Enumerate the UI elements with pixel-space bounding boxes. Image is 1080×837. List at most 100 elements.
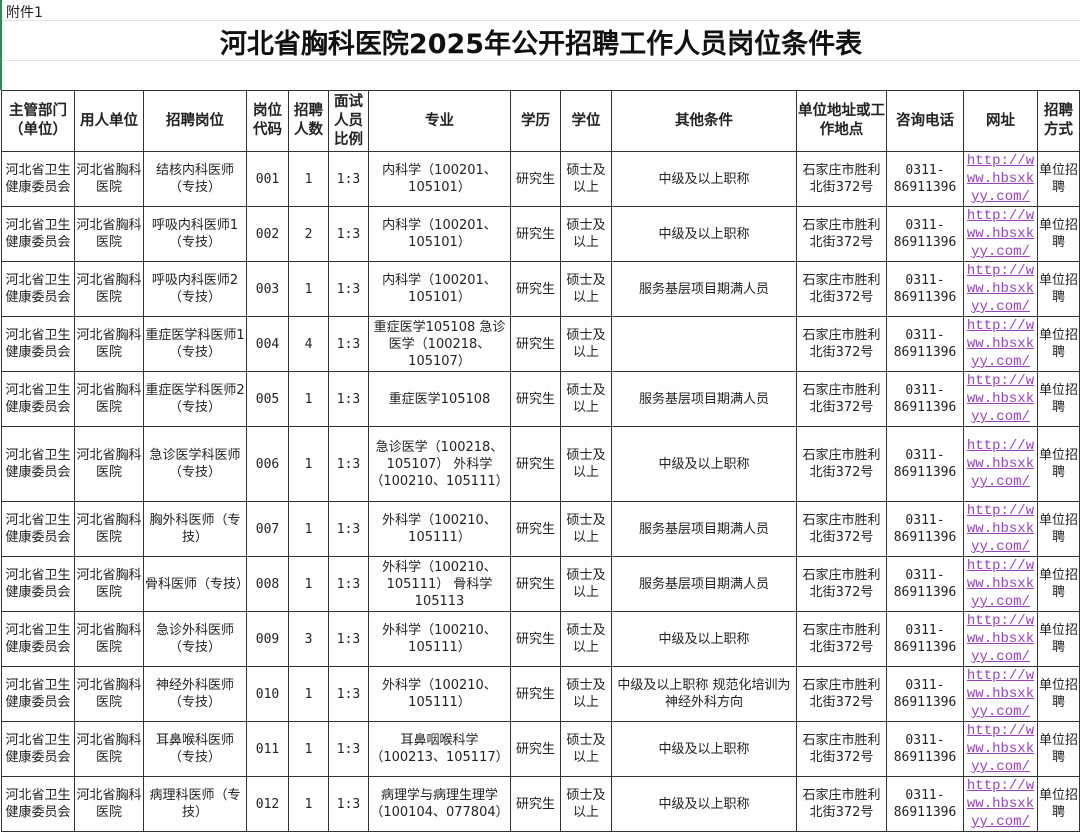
cell-dept[interactable]: 河北省卫生健康委员会 xyxy=(1,316,75,372)
cell-count[interactable]: 1 xyxy=(288,666,329,722)
cell-code[interactable]: 004 xyxy=(246,316,289,372)
cell-major[interactable]: 外科学（100210、105111） xyxy=(368,611,511,667)
cell-employer[interactable]: 河北省胸科医院 xyxy=(74,501,144,557)
cell-ratio[interactable]: 1:3 xyxy=(328,426,369,502)
cell-address[interactable]: 石家庄市胜利北街372号 xyxy=(796,316,887,372)
cell-code[interactable]: 003 xyxy=(246,261,289,317)
header-ratio[interactable]: 面试人员比例 xyxy=(328,90,369,152)
header-dept[interactable]: 主管部门（单位） xyxy=(1,90,75,152)
cell-phone[interactable]: 0311-86911396 xyxy=(886,666,964,722)
cell-major[interactable]: 重症医学105108 急诊医学（100218、105107） xyxy=(368,316,511,372)
cell-education[interactable]: 研究生 xyxy=(510,261,561,317)
cell-website[interactable]: http://www.hbsxkyy.com/ xyxy=(963,776,1038,832)
cell-method[interactable]: 单位招聘 xyxy=(1037,261,1080,317)
cell-address[interactable]: 石家庄市胜利北街372号 xyxy=(796,151,887,207)
annex-label[interactable]: 附件1 xyxy=(6,5,43,21)
cell-employer[interactable]: 河北省胸科医院 xyxy=(74,316,144,372)
cell-phone[interactable]: 0311-86911396 xyxy=(886,611,964,667)
cell-code[interactable]: 007 xyxy=(246,501,289,557)
cell-count[interactable]: 1 xyxy=(288,151,329,207)
cell-degree[interactable]: 硕士及以上 xyxy=(560,261,612,317)
cell-position[interactable]: 呼吸内科医师2（专技） xyxy=(143,261,247,317)
header-major[interactable]: 专业 xyxy=(368,90,511,152)
cell-code[interactable]: 009 xyxy=(246,611,289,667)
cell-phone[interactable]: 0311-86911396 xyxy=(886,261,964,317)
cell-address[interactable]: 石家庄市胜利北街372号 xyxy=(796,666,887,722)
cell-dept[interactable]: 河北省卫生健康委员会 xyxy=(1,426,75,502)
cell-method[interactable]: 单位招聘 xyxy=(1037,206,1080,262)
cell-address[interactable]: 石家庄市胜利北街372号 xyxy=(796,611,887,667)
cell-address[interactable]: 石家庄市胜利北街372号 xyxy=(796,501,887,557)
cell-dept[interactable]: 河北省卫生健康委员会 xyxy=(1,371,75,427)
header-count[interactable]: 招聘人数 xyxy=(288,90,329,152)
cell-count[interactable]: 1 xyxy=(288,556,329,612)
cell-dept[interactable]: 河北省卫生健康委员会 xyxy=(1,721,75,777)
cell-position[interactable]: 重症医学科医师2（专技） xyxy=(143,371,247,427)
cell-other[interactable]: 中级及以上职称 xyxy=(611,611,797,667)
cell-ratio[interactable]: 1:3 xyxy=(328,371,369,427)
cell-degree[interactable]: 硕士及以上 xyxy=(560,316,612,372)
cell-other[interactable]: 中级及以上职称 xyxy=(611,426,797,502)
header-employer[interactable]: 用人单位 xyxy=(74,90,144,152)
website-link[interactable]: http://www.hbsxkyy.com/ xyxy=(966,153,1035,205)
cell-dept[interactable]: 河北省卫生健康委员会 xyxy=(1,261,75,317)
cell-website[interactable]: http://www.hbsxkyy.com/ xyxy=(963,611,1038,667)
cell-position[interactable]: 急诊外科医师（专技） xyxy=(143,611,247,667)
cell-education[interactable]: 研究生 xyxy=(510,151,561,207)
cell-employer[interactable]: 河北省胸科医院 xyxy=(74,261,144,317)
cell-ratio[interactable]: 1:3 xyxy=(328,611,369,667)
cell-degree[interactable]: 硕士及以上 xyxy=(560,371,612,427)
cell-employer[interactable]: 河北省胸科医院 xyxy=(74,426,144,502)
cell-degree[interactable]: 硕士及以上 xyxy=(560,721,612,777)
cell-position[interactable]: 神经外科医师（专技） xyxy=(143,666,247,722)
cell-employer[interactable]: 河北省胸科医院 xyxy=(74,371,144,427)
header-education[interactable]: 学历 xyxy=(510,90,561,152)
cell-employer[interactable]: 河北省胸科医院 xyxy=(74,721,144,777)
header-phone[interactable]: 咨询电话 xyxy=(886,90,964,152)
cell-ratio[interactable]: 1:3 xyxy=(328,666,369,722)
cell-count[interactable]: 1 xyxy=(288,426,329,502)
cell-count[interactable]: 1 xyxy=(288,721,329,777)
cell-method[interactable]: 单位招聘 xyxy=(1037,611,1080,667)
cell-code[interactable]: 001 xyxy=(246,151,289,207)
cell-count[interactable]: 4 xyxy=(288,316,329,372)
cell-phone[interactable]: 0311-86911396 xyxy=(886,721,964,777)
cell-dept[interactable]: 河北省卫生健康委员会 xyxy=(1,206,75,262)
cell-code[interactable]: 002 xyxy=(246,206,289,262)
cell-major[interactable]: 内科学（100201、105101） xyxy=(368,151,511,207)
cell-website[interactable]: http://www.hbsxkyy.com/ xyxy=(963,316,1038,372)
cell-website[interactable]: http://www.hbsxkyy.com/ xyxy=(963,261,1038,317)
cell-employer[interactable]: 河北省胸科医院 xyxy=(74,151,144,207)
cell-position[interactable]: 结核内科医师（专技） xyxy=(143,151,247,207)
cell-method[interactable]: 单位招聘 xyxy=(1037,316,1080,372)
website-link[interactable]: http://www.hbsxkyy.com/ xyxy=(966,668,1035,720)
cell-dept[interactable]: 河北省卫生健康委员会 xyxy=(1,666,75,722)
cell-education[interactable]: 研究生 xyxy=(510,426,561,502)
cell-major[interactable]: 重症医学105108 xyxy=(368,371,511,427)
header-method[interactable]: 招聘方式 xyxy=(1037,90,1080,152)
website-link[interactable]: http://www.hbsxkyy.com/ xyxy=(966,558,1035,610)
cell-address[interactable]: 石家庄市胜利北街372号 xyxy=(796,206,887,262)
header-address[interactable]: 单位地址或工作地点 xyxy=(796,90,887,152)
cell-ratio[interactable]: 1:3 xyxy=(328,556,369,612)
cell-education[interactable]: 研究生 xyxy=(510,776,561,832)
cell-method[interactable]: 单位招聘 xyxy=(1037,151,1080,207)
cell-education[interactable]: 研究生 xyxy=(510,501,561,557)
cell-count[interactable]: 2 xyxy=(288,206,329,262)
cell-degree[interactable]: 硕士及以上 xyxy=(560,776,612,832)
cell-other[interactable]: 服务基层项目期满人员 xyxy=(611,556,797,612)
website-link[interactable]: http://www.hbsxkyy.com/ xyxy=(966,778,1035,830)
cell-ratio[interactable]: 1:3 xyxy=(328,501,369,557)
cell-code[interactable]: 005 xyxy=(246,371,289,427)
cell-website[interactable]: http://www.hbsxkyy.com/ xyxy=(963,426,1038,502)
cell-employer[interactable]: 河北省胸科医院 xyxy=(74,611,144,667)
cell-code[interactable]: 008 xyxy=(246,556,289,612)
cell-employer[interactable]: 河北省胸科医院 xyxy=(74,206,144,262)
cell-degree[interactable]: 硕士及以上 xyxy=(560,206,612,262)
cell-education[interactable]: 研究生 xyxy=(510,721,561,777)
cell-major[interactable]: 外科学（100210、105111） xyxy=(368,666,511,722)
cell-method[interactable]: 单位招聘 xyxy=(1037,371,1080,427)
cell-education[interactable]: 研究生 xyxy=(510,556,561,612)
cell-other[interactable]: 服务基层项目期满人员 xyxy=(611,501,797,557)
cell-count[interactable]: 1 xyxy=(288,501,329,557)
